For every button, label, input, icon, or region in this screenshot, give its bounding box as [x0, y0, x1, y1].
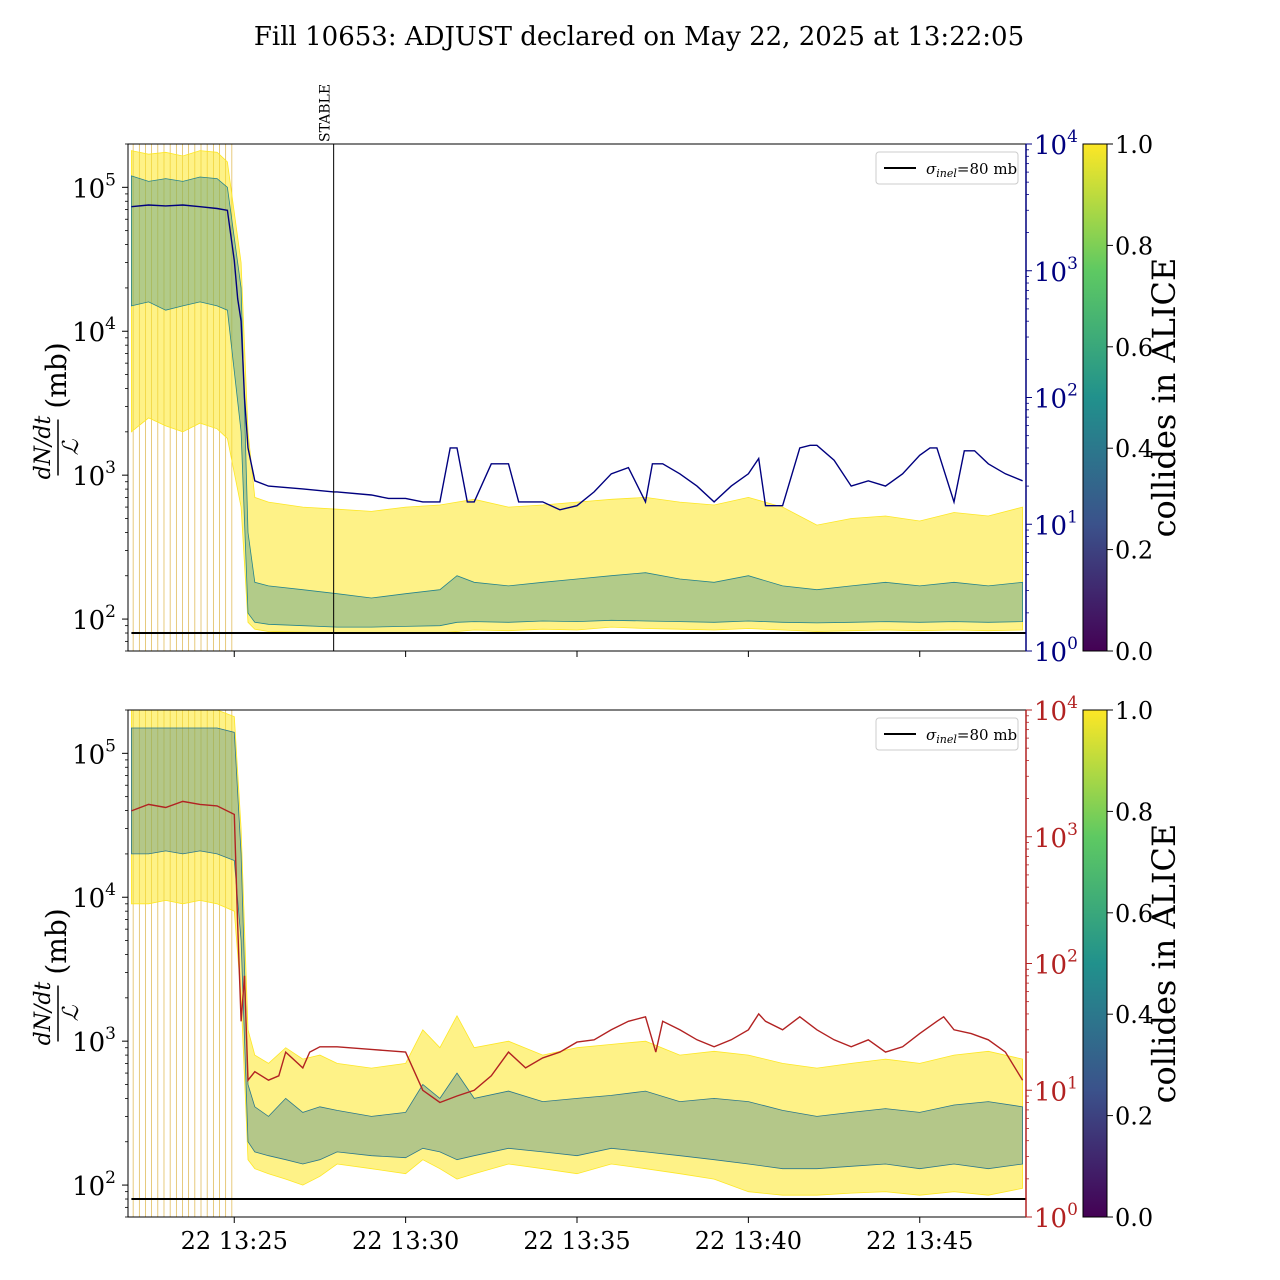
colorbar-tick-label: 0.2 [1115, 1103, 1153, 1131]
colorbar-gradient [1082, 709, 1108, 1218]
y-tick-label-left: 103 [72, 1024, 116, 1058]
x-tick-label: 22 13:45 [866, 1227, 973, 1255]
y-tick-label-right: 101 [1034, 1073, 1078, 1107]
colorbar-tick-label: 1.0 [1115, 131, 1153, 159]
colorbar-tick-label: 1.0 [1115, 697, 1153, 725]
legend-label: σinel=80 mb [926, 160, 1017, 180]
y-label-denominator: ℒ [59, 438, 84, 455]
legend-box [875, 151, 1019, 185]
colorbar-tick-label: 0.6 [1115, 334, 1153, 362]
panel-bottom: 102 103 104 105 100 101 102 103 104 22 13:25 22 13… [31, 693, 1183, 1255]
colorbar: 0.0 0.2 0.4 0.6 0.8 1.0 collides in ALICE [1082, 131, 1183, 666]
y-label-denominator: ℒ [59, 1004, 84, 1021]
colorbar-tick-label: 0.4 [1115, 1001, 1153, 1029]
colorbar-tick-label: 0.6 [1115, 900, 1153, 928]
colorbar-gradient [1082, 143, 1108, 652]
legend: σinel=80 mb [875, 717, 1019, 751]
y-tick-label-left: 103 [72, 458, 116, 492]
colorbar-tick-label: 0.0 [1115, 1204, 1153, 1232]
plot-area [131, 144, 1026, 651]
y-label-unit: (mb) [40, 908, 73, 974]
colorbar-tick-label: 0.8 [1115, 232, 1153, 260]
x-tick-label: 22 13:25 [181, 1227, 288, 1255]
y-tick-label-right: 102 [1034, 381, 1078, 415]
legend: σinel=80 mb [875, 151, 1019, 185]
y-tick-label-right: 100 [1034, 1200, 1078, 1234]
y-axis-label: dN/dt ℒ (mb) [31, 342, 84, 479]
band-series-1 [131, 175, 1023, 628]
rate-series-line [131, 800, 1024, 1104]
y-tick-label-left: 105 [72, 170, 116, 204]
x-tick-label: 22 13:30 [352, 1227, 459, 1255]
y-label-unit: (mb) [40, 342, 73, 408]
figure-title: Fill 10653: ADJUST declared on May 22, 2… [254, 22, 1024, 52]
colorbar-tick-label: 0.4 [1115, 435, 1153, 463]
colorbar-tick-label: 0.0 [1115, 638, 1153, 666]
legend-box [875, 717, 1019, 751]
y-tick-label-left: 102 [72, 1168, 116, 1202]
panel-top: STABLE 102 103 104 105 100 101 102 103 104 dN/dt ℒ (… [31, 84, 1183, 668]
y-tick-label-right: 102 [1034, 947, 1078, 981]
y-tick-label-right: 100 [1034, 634, 1078, 668]
band-series-0 [131, 710, 1023, 1196]
y-tick-label-right: 104 [1034, 127, 1078, 161]
legend-label: σinel=80 mb [926, 726, 1017, 746]
y-label-numerator: dN/dt [31, 982, 56, 1046]
colorbar-label: collides in ALICE [1145, 258, 1183, 538]
x-tick-label: 22 13:35 [523, 1227, 630, 1255]
rate-series-line [131, 204, 1023, 511]
colorbar-label: collides in ALICE [1145, 824, 1183, 1104]
x-tick-label: 22 13:40 [695, 1227, 802, 1255]
y-tick-label-right: 103 [1034, 820, 1078, 854]
stable-marker-label: STABLE [318, 84, 334, 142]
y-tick-label-left: 105 [72, 736, 116, 770]
plot-area [131, 710, 1026, 1217]
colorbar-tick-label: 0.2 [1115, 537, 1153, 565]
colorbar-tick-label: 0.8 [1115, 798, 1153, 826]
band-series-1 [131, 727, 1023, 1170]
band-series-0 [131, 150, 1023, 634]
y-axis-label: dN/dt ℒ (mb) [31, 908, 84, 1045]
y-tick-label-left: 104 [72, 314, 116, 348]
y-tick-label-left: 104 [72, 880, 116, 914]
y-tick-label-left: 102 [72, 602, 116, 636]
colorbar: 0.0 0.2 0.4 0.6 0.8 1.0 collides in ALICE [1082, 697, 1183, 1232]
y-label-numerator: dN/dt [31, 416, 56, 480]
y-tick-label-right: 104 [1034, 693, 1078, 727]
y-tick-label-right: 103 [1034, 254, 1078, 288]
y-tick-label-right: 101 [1034, 507, 1078, 541]
